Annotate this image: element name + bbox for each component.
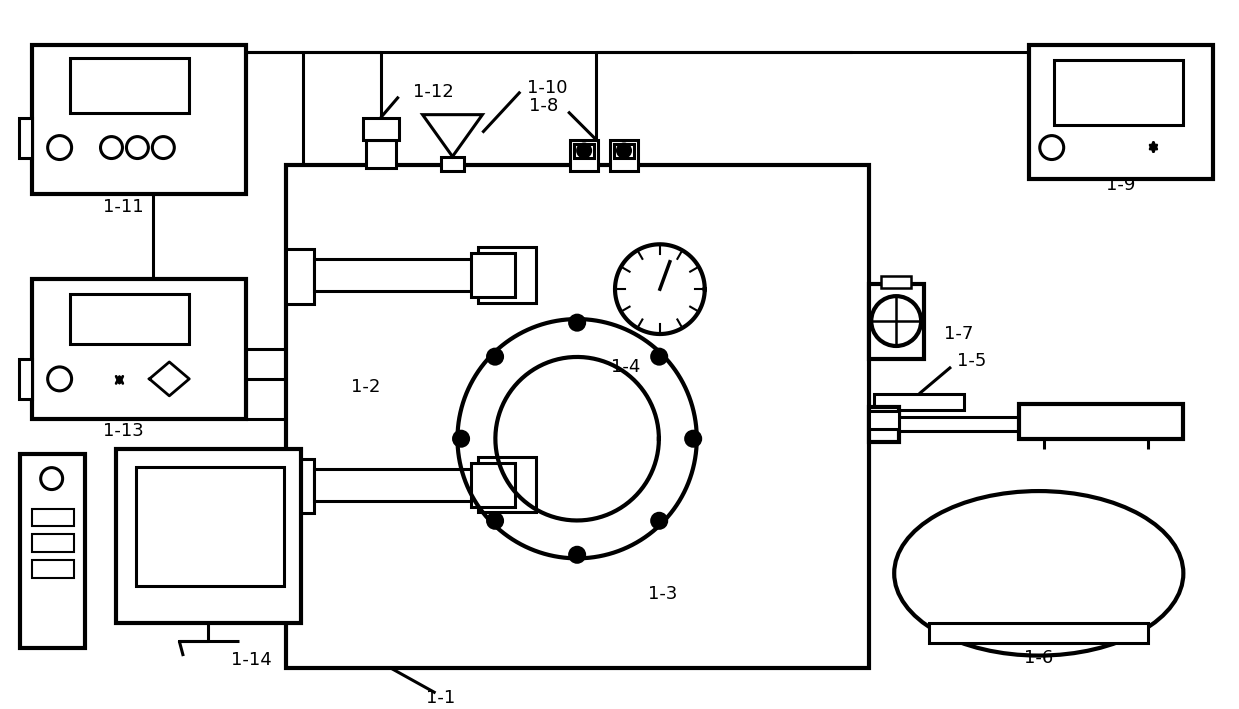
Text: 1-2: 1-2 bbox=[351, 378, 380, 396]
Bar bbox=[1028, 45, 1213, 179]
Text: 1-13: 1-13 bbox=[103, 422, 144, 440]
Bar bbox=[900, 417, 1018, 431]
Text: 1-1: 1-1 bbox=[426, 689, 455, 707]
Circle shape bbox=[487, 349, 503, 364]
Bar bbox=[1018, 404, 1183, 439]
Text: 1-8: 1-8 bbox=[529, 96, 559, 115]
Bar bbox=[870, 407, 900, 442]
Text: 1-3: 1-3 bbox=[648, 585, 678, 603]
Text: 1-11: 1-11 bbox=[103, 199, 144, 216]
Bar bbox=[875, 393, 964, 410]
Circle shape bbox=[1040, 135, 1064, 160]
Bar bbox=[32, 560, 73, 579]
Bar bbox=[441, 157, 465, 170]
Bar bbox=[136, 467, 284, 586]
Bar bbox=[363, 118, 399, 140]
Circle shape bbox=[569, 547, 585, 563]
Bar bbox=[32, 45, 247, 194]
Circle shape bbox=[871, 296, 921, 346]
Bar bbox=[32, 508, 73, 527]
Circle shape bbox=[685, 431, 701, 447]
Bar bbox=[615, 144, 634, 157]
Circle shape bbox=[652, 513, 667, 529]
Bar bbox=[610, 140, 638, 172]
Bar bbox=[286, 250, 313, 304]
Bar bbox=[570, 140, 598, 172]
Bar bbox=[1053, 60, 1183, 125]
Text: 1-7: 1-7 bbox=[944, 325, 974, 343]
Circle shape bbox=[100, 137, 123, 159]
Text: 1-14: 1-14 bbox=[232, 651, 271, 669]
Bar bbox=[313, 469, 493, 501]
Bar bbox=[478, 247, 536, 303]
Text: 1-12: 1-12 bbox=[413, 83, 453, 101]
Bar bbox=[574, 144, 593, 157]
Circle shape bbox=[453, 431, 470, 447]
Bar bbox=[870, 284, 924, 359]
Bar bbox=[870, 411, 900, 429]
Text: 1-6: 1-6 bbox=[1025, 649, 1053, 667]
Circle shape bbox=[47, 135, 72, 160]
Bar bbox=[313, 259, 493, 291]
Circle shape bbox=[152, 137, 175, 159]
Polygon shape bbox=[422, 115, 482, 157]
Bar bbox=[366, 140, 395, 167]
Bar bbox=[20, 454, 84, 648]
Bar bbox=[478, 457, 536, 513]
Bar bbox=[881, 277, 911, 288]
Bar bbox=[69, 294, 190, 344]
Bar bbox=[32, 279, 247, 419]
Bar bbox=[471, 253, 515, 297]
Circle shape bbox=[487, 513, 503, 529]
Circle shape bbox=[569, 315, 585, 330]
Circle shape bbox=[617, 144, 631, 157]
Bar bbox=[32, 535, 73, 552]
Ellipse shape bbox=[895, 491, 1183, 656]
Bar bbox=[116, 449, 301, 623]
Text: 1-5: 1-5 bbox=[957, 352, 986, 370]
Text: 1-4: 1-4 bbox=[611, 358, 639, 376]
Bar bbox=[69, 58, 190, 113]
Bar bbox=[929, 623, 1149, 643]
Text: 1-9: 1-9 bbox=[1106, 177, 1135, 194]
Text: 1-10: 1-10 bbox=[528, 79, 567, 96]
Bar bbox=[286, 459, 313, 513]
Circle shape bbox=[652, 349, 667, 364]
Bar bbox=[19, 118, 32, 157]
Bar bbox=[19, 359, 32, 399]
Bar bbox=[471, 463, 515, 506]
Circle shape bbox=[41, 468, 63, 490]
Circle shape bbox=[47, 367, 72, 391]
Bar bbox=[286, 164, 870, 668]
Circle shape bbox=[126, 137, 149, 159]
Circle shape bbox=[577, 144, 591, 157]
